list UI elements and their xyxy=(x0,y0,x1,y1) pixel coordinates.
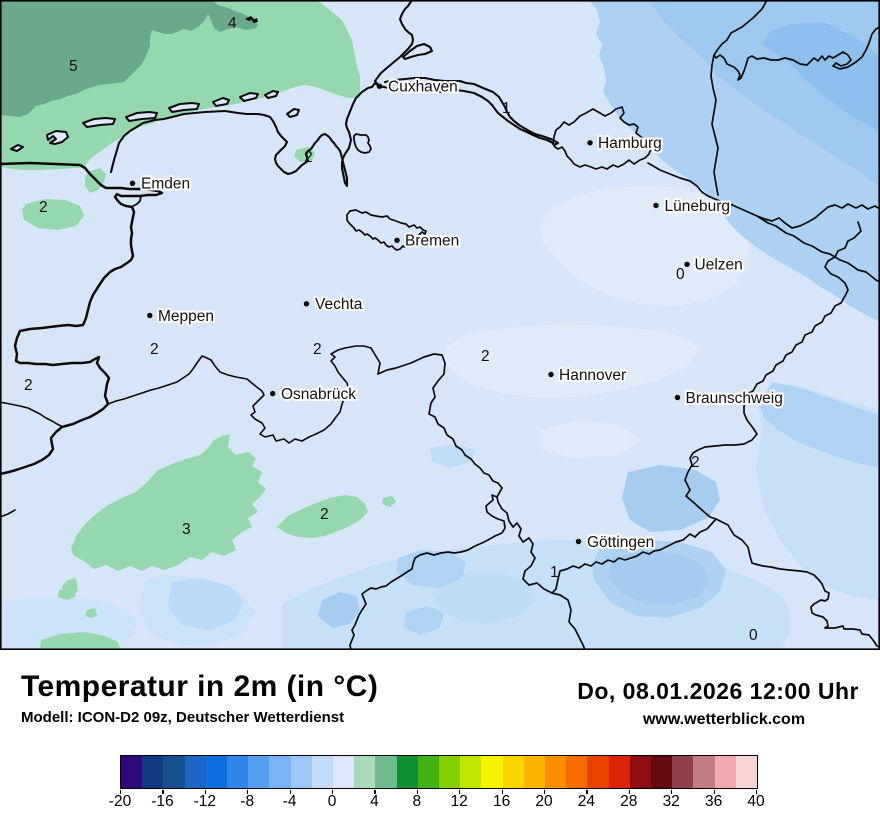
svg-text:5: 5 xyxy=(69,58,78,75)
svg-text:Göttingen: Göttingen xyxy=(587,534,654,551)
svg-text:2: 2 xyxy=(24,377,33,394)
svg-text:2: 2 xyxy=(150,341,159,358)
svg-text:Lüneburg: Lüneburg xyxy=(665,198,731,215)
svg-text:Meppen: Meppen xyxy=(158,308,214,325)
svg-text:Braunschweig: Braunschweig xyxy=(686,390,783,407)
svg-text:Cuxhaven: Cuxhaven xyxy=(388,79,458,96)
svg-text:2: 2 xyxy=(481,348,490,365)
svg-text:Hamburg: Hamburg xyxy=(598,135,662,152)
svg-text:1: 1 xyxy=(502,100,511,117)
svg-text:Osnabrück: Osnabrück xyxy=(281,386,356,403)
svg-text:2: 2 xyxy=(304,149,313,166)
svg-text:Hannover: Hannover xyxy=(559,367,626,384)
svg-text:0: 0 xyxy=(749,627,758,644)
svg-text:3: 3 xyxy=(182,521,191,538)
svg-text:2: 2 xyxy=(691,454,700,471)
svg-text:2: 2 xyxy=(320,506,329,523)
svg-text:Bremen: Bremen xyxy=(405,233,459,250)
svg-text:Uelzen: Uelzen xyxy=(695,257,743,274)
svg-text:Emden: Emden xyxy=(141,176,190,193)
svg-text:Vechta: Vechta xyxy=(315,296,363,313)
svg-text:1: 1 xyxy=(550,564,559,581)
svg-text:2: 2 xyxy=(39,199,48,216)
svg-text:2: 2 xyxy=(313,341,322,358)
svg-text:0: 0 xyxy=(676,266,685,283)
svg-text:4: 4 xyxy=(228,15,237,32)
